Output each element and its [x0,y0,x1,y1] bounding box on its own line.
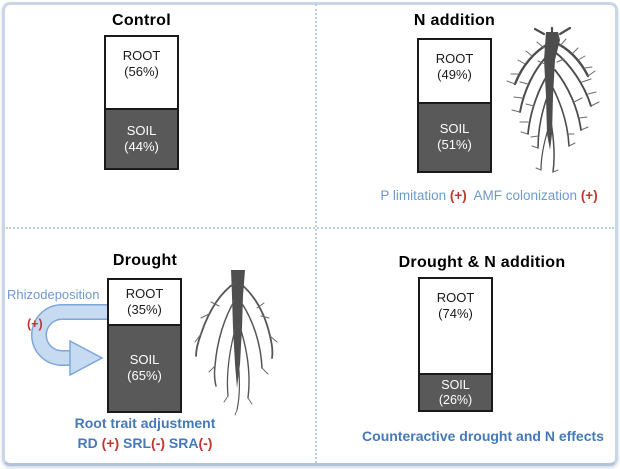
fibrous-root-illustration [506,26,600,173]
quadrant-divider-vertical [315,4,317,463]
panel-annotation-heading: Root trait adjustment [74,415,216,431]
trait-sra-sign: (-) [198,435,213,451]
panel-drought-n-addition: Drought & N addition ROOT (74%) SOIL (26… [318,232,620,469]
soil-label: SOIL [441,378,470,393]
root-segment: ROOT (35%) [109,280,180,326]
soil-label: SOIL [126,122,157,138]
annotation-amf-colonization: AMF colonization [473,188,578,203]
rhizodeposition-sign: (+) [27,317,43,331]
panel-title: Drought [112,252,178,269]
panel-title: N addition [413,12,496,29]
root-value: (35%) [127,302,162,318]
root-value: (49%) [437,67,472,83]
trait-srl: SRL [123,435,152,451]
soil-segment: SOIL (65%) [109,325,180,411]
soil-value: (65%) [127,368,162,384]
soil-segment: SOIL (51%) [419,103,490,171]
trait-rd: RD [77,435,98,451]
rhizodeposition-label: Rhizodeposition [7,287,100,302]
soil-label: SOIL [129,352,160,367]
panel-title: Drought & N addition [398,254,566,271]
root-segment: ROOT (56%) [106,37,177,110]
panel-annotation: Counteractive drought and N effects [362,428,604,444]
root-value: (56%) [124,64,159,80]
panel-control: Control ROOT (56%) SOIL (44%) [0,0,318,232]
panel-drought: Drought Rhizodeposition (+) ROOT (35%) S… [0,232,318,469]
allocation-bar: ROOT (49%) SOIL (51%) [417,38,492,173]
root-label: ROOT [436,290,475,305]
annotation-p-limitation: P limitation [380,188,447,203]
trait-rd-sign: (+) [101,435,120,451]
root-label: ROOT [122,48,161,63]
trait-srl-sign: (-) [151,435,166,451]
panel-n-addition: N addition ROOT (49%) SOIL (51%) [318,0,620,232]
sparse-root-illustration [194,270,278,416]
allocation-bar: ROOT (56%) SOIL (44%) [104,35,179,170]
annotation-sign: (+) [449,188,467,203]
root-label: ROOT [435,51,474,66]
soil-segment: SOIL (26%) [420,375,491,410]
root-value: (74%) [438,306,473,322]
allocation-bar: ROOT (74%) SOIL (26%) [418,277,493,412]
root-segment: ROOT (74%) [420,279,491,376]
root-label: ROOT [125,286,164,301]
soil-value: (51%) [437,137,472,153]
soil-value: (26%) [438,392,473,407]
root-segment: ROOT (49%) [419,40,490,104]
quadrant-divider-horizontal [6,227,614,229]
trait-sra: SRA [168,435,199,451]
rhizodeposition-arrow-icon [31,304,108,377]
panel-annotation-traits: RD (+) SRL(-) SRA(-) [0,435,290,451]
soil-value: (44%) [124,138,159,154]
soil-label: SOIL [439,121,470,137]
panel-annotation: P limitation (+) AMF colonization (+) [358,188,620,203]
soil-segment: SOIL (44%) [106,109,177,168]
annotation-sign: (+) [580,188,598,203]
allocation-bar: ROOT (35%) SOIL (65%) [107,278,182,413]
panel-title: Control [112,12,171,29]
